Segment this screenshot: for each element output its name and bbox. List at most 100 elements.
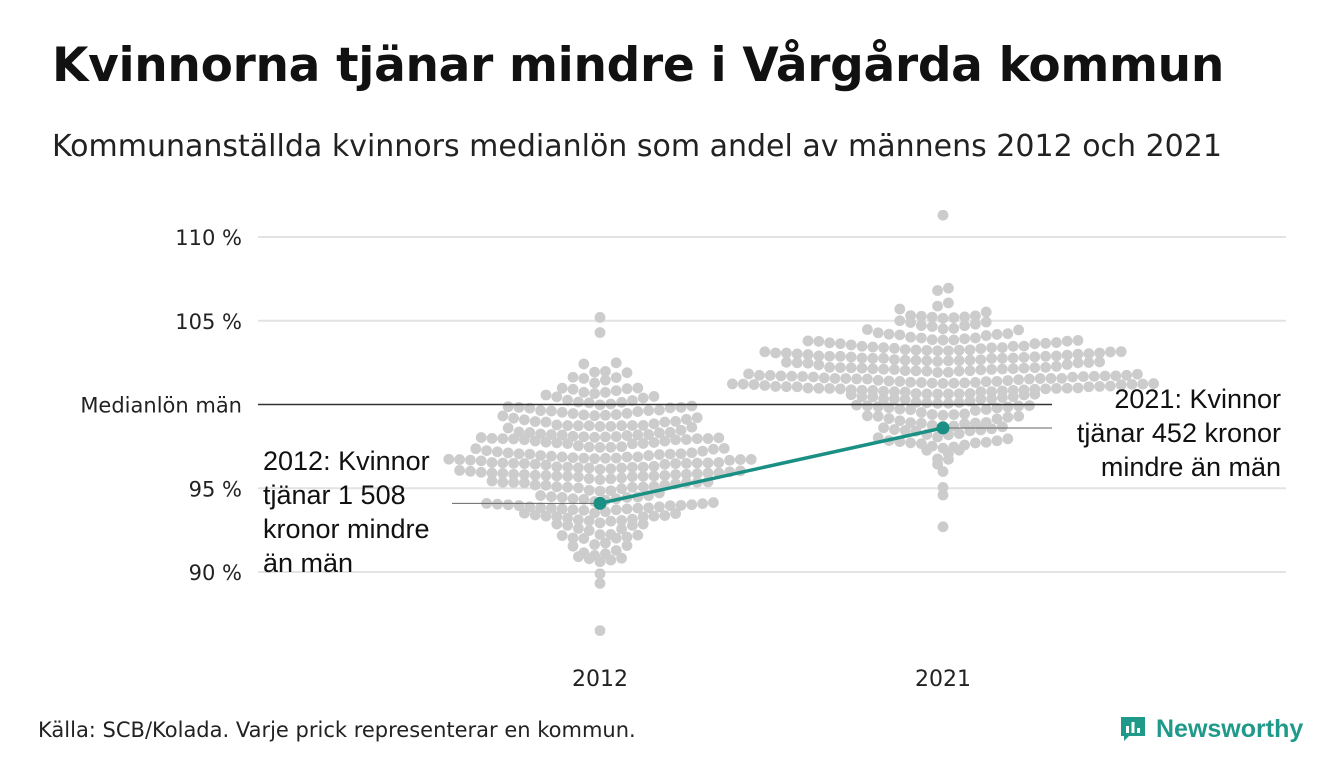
municipality-dot — [745, 454, 757, 465]
page-title: Kvinnorna tjänar mindre i Vårgårda kommu… — [52, 38, 1224, 93]
municipality-dot — [835, 350, 846, 362]
municipality-dot — [573, 471, 584, 483]
municipality-dot — [953, 388, 965, 400]
municipality-dot — [1029, 388, 1041, 400]
municipality-dot — [1099, 370, 1111, 382]
municipality-dot — [616, 552, 627, 564]
municipality-dot — [905, 317, 916, 328]
municipality-dot — [497, 433, 509, 445]
municipality-dot — [535, 405, 546, 416]
municipality-dot — [1018, 340, 1030, 352]
municipality-dot — [856, 362, 868, 374]
municipality-dot — [670, 434, 681, 446]
municipality-dot — [986, 393, 997, 405]
municipality-dot — [610, 372, 622, 383]
municipality-dot — [1083, 357, 1095, 368]
municipality-dot — [1105, 346, 1116, 358]
municipality-dot — [567, 371, 579, 383]
municipality-dot — [691, 468, 703, 480]
municipality-dot — [567, 383, 579, 395]
municipality-dot — [1094, 381, 1105, 392]
municipality-dot — [937, 481, 949, 493]
municipality-dot — [916, 310, 927, 322]
municipality-dot — [562, 470, 573, 482]
municipality-dot — [986, 423, 997, 435]
municipality-dot — [991, 413, 1003, 425]
municipality-dot — [594, 327, 606, 338]
municipality-dot — [589, 431, 600, 443]
municipality-dot — [600, 537, 611, 549]
municipality-dot — [878, 342, 889, 354]
municipality-dot — [872, 374, 884, 386]
municipality-dot — [637, 392, 649, 404]
municipality-dot — [1072, 382, 1084, 394]
municipality-dot — [1013, 410, 1024, 422]
municipality-dot — [475, 466, 487, 478]
municipality-dot — [567, 504, 579, 516]
municipality-dot — [481, 445, 492, 457]
municipality-dot — [621, 383, 633, 395]
municipality-dot — [737, 378, 749, 390]
brand-logo[interactable]: Newsworthy — [1118, 714, 1303, 744]
municipality-dot — [562, 394, 573, 406]
municipality-dot — [916, 320, 927, 331]
municipality-dot — [1024, 400, 1035, 411]
municipality-dot — [894, 303, 906, 315]
municipality-dot — [1078, 371, 1089, 382]
municipality-dot — [1137, 378, 1149, 390]
municipality-dot — [764, 370, 776, 381]
municipality-dot — [605, 554, 617, 566]
municipality-dot — [508, 476, 519, 488]
municipality-dot — [1121, 369, 1132, 381]
municipality-dot — [578, 358, 590, 370]
municipality-dot — [670, 458, 681, 470]
municipality-dot — [616, 523, 627, 535]
municipality-dot — [643, 429, 654, 440]
municipality-dot — [953, 428, 965, 440]
municipality-dot — [867, 363, 879, 375]
municipality-dot — [921, 355, 933, 367]
municipality-dot — [943, 397, 954, 409]
municipality-dot — [921, 444, 933, 456]
municipality-dot — [781, 381, 792, 393]
municipality-dot — [610, 357, 622, 369]
municipality-dot — [567, 532, 579, 544]
municipality-dot — [824, 350, 835, 362]
municipality-dot — [964, 388, 976, 399]
municipality-dot — [556, 492, 568, 503]
municipality-dot — [932, 398, 943, 409]
municipality-dot — [1002, 401, 1014, 413]
municipality-dot — [878, 385, 889, 397]
municipality-dot — [1024, 373, 1035, 385]
municipality-dot — [502, 422, 514, 434]
municipality-dot — [621, 408, 633, 419]
municipality-dot — [1126, 378, 1138, 390]
municipality-dot — [781, 347, 792, 359]
municipality-dot — [1061, 382, 1073, 394]
municipality-dot — [583, 420, 595, 432]
municipality-dot — [524, 402, 536, 414]
municipality-dot — [878, 363, 889, 375]
municipality-dot — [910, 365, 922, 377]
municipality-dot — [621, 503, 633, 515]
municipality-dot — [702, 457, 714, 469]
y-tick-label: Medianlön män — [80, 394, 242, 418]
municipality-dot — [616, 462, 627, 474]
municipality-dot — [921, 344, 933, 356]
municipality-dot — [959, 333, 970, 345]
municipality-dot — [610, 545, 622, 556]
municipality-dot — [594, 474, 606, 486]
municipality-dot — [567, 408, 579, 419]
municipality-dot — [616, 420, 627, 432]
municipality-dot — [845, 389, 857, 401]
municipality-dot — [648, 418, 660, 430]
municipality-dot — [627, 438, 638, 450]
municipality-dot — [508, 457, 519, 469]
municipality-dot — [899, 425, 911, 436]
municipality-dot — [905, 437, 916, 449]
municipality-dot — [997, 363, 1008, 375]
municipality-dot — [632, 529, 644, 541]
municipality-dot — [594, 421, 606, 432]
municipality-dot — [627, 420, 638, 431]
y-axis-labels: 90 % 95 % Medianlön män 105 % 110 % — [80, 226, 242, 585]
